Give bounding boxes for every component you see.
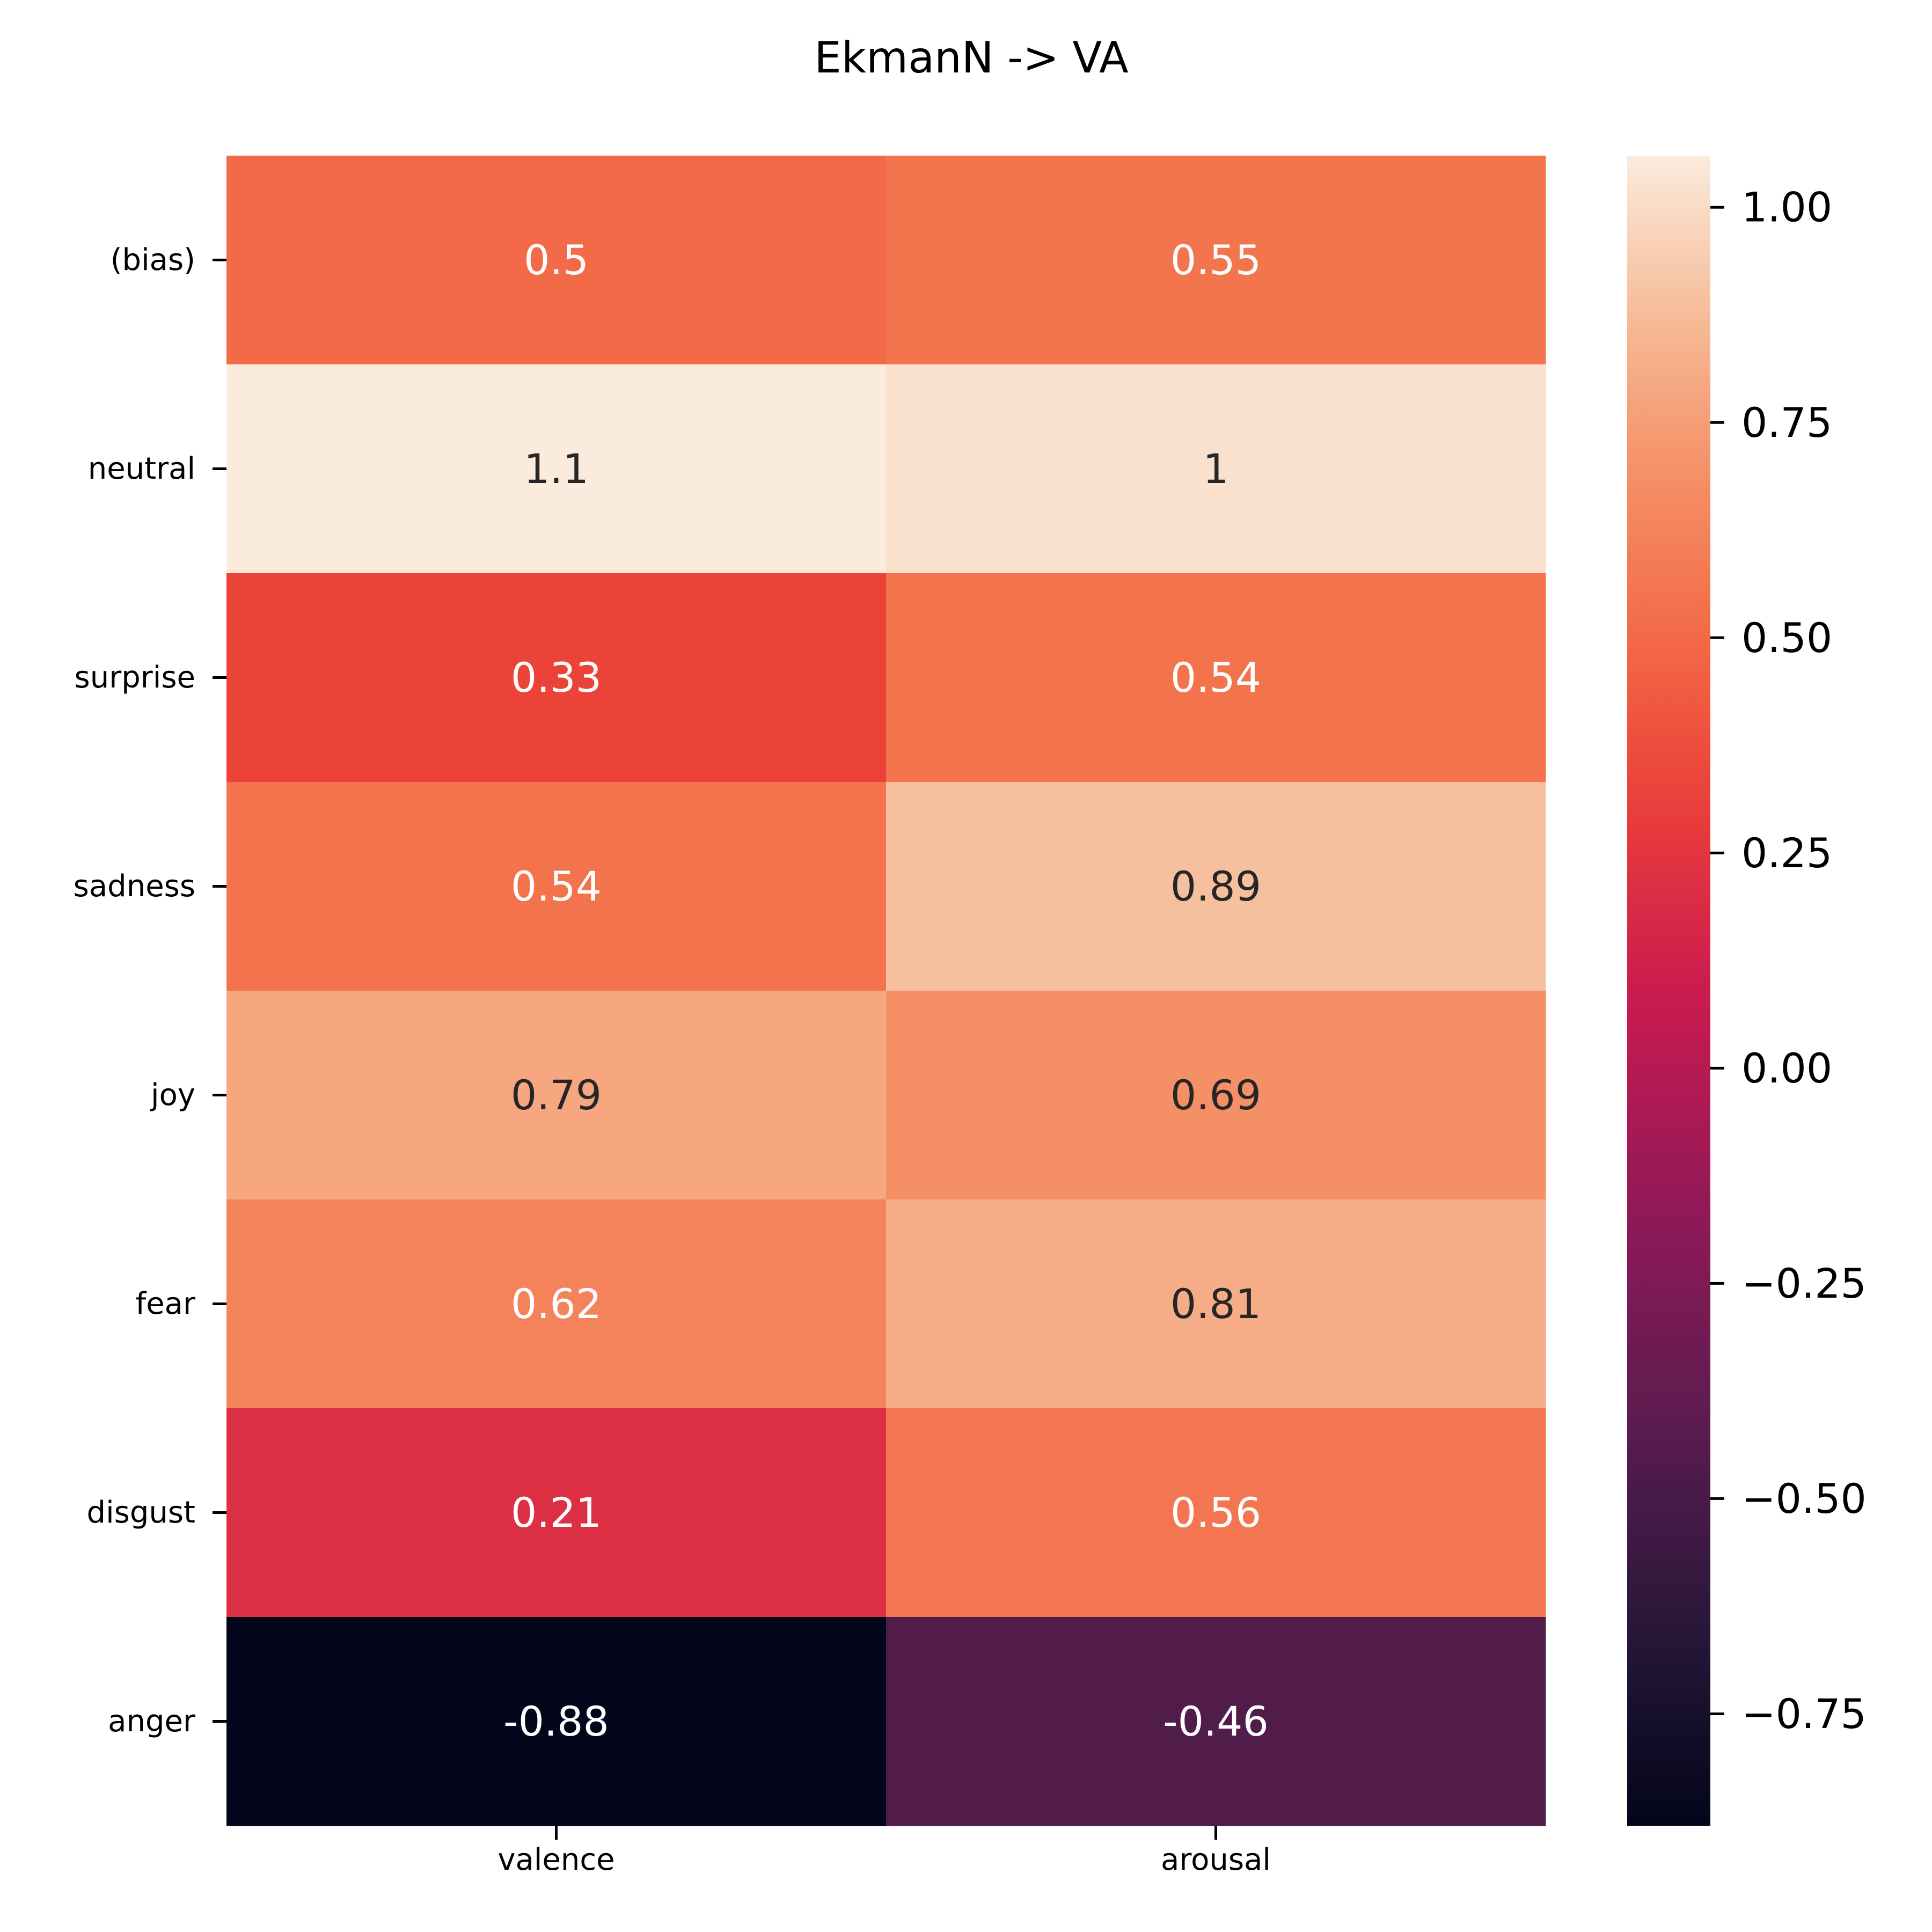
colorbar: 1.00 0.75 0.50 0.25 0.00 −0.25 −0.50 −0.75 — [1627, 156, 1867, 1826]
heatmap-cell — [886, 364, 1546, 574]
row-label: surprise — [75, 660, 195, 695]
colorbar-tick-label: 0.25 — [1741, 829, 1832, 877]
colorbar-tick-label: −0.75 — [1741, 1690, 1867, 1738]
cell-value-label: 0.33 — [511, 654, 602, 701]
cell-value-label: 0.56 — [1170, 1489, 1261, 1536]
heatmap-cell — [886, 573, 1546, 782]
column-label: arousal — [1161, 1842, 1271, 1877]
row-label: anger — [108, 1704, 196, 1739]
cell-value-label: 0.62 — [511, 1280, 602, 1328]
heatmap-cell — [226, 156, 887, 365]
cell-value-label: 0.69 — [1170, 1071, 1261, 1119]
cell-value-label: -0.46 — [1163, 1697, 1269, 1745]
heatmap-cell — [886, 1617, 1546, 1826]
colorbar-tick-label: 0.00 — [1741, 1044, 1832, 1092]
row-label: sadness — [74, 869, 195, 904]
heatmap-cell — [226, 573, 887, 782]
colorbar-tick-label: −0.25 — [1741, 1260, 1867, 1307]
heatmap-cell — [226, 364, 887, 574]
chart-title: EkmanN -> VA — [814, 33, 1129, 83]
heatmap-cell — [886, 1199, 1546, 1409]
heatmap-cell — [226, 1199, 887, 1409]
heatmap-cell — [886, 991, 1546, 1200]
cell-value-label: 0.54 — [511, 862, 602, 910]
heatmap-cell — [226, 1617, 887, 1826]
colorbar-tick-label: 1.00 — [1741, 184, 1832, 231]
cell-value-label: 0.5 — [524, 236, 589, 284]
row-labels: (bias) neutral surprise sadness joy fear disgu… — [74, 243, 226, 1739]
heatmap-cell — [226, 782, 887, 991]
heatmap-cell — [886, 156, 1546, 365]
heatmap-cell — [226, 991, 887, 1200]
column-label: valence — [497, 1842, 614, 1877]
cell-value-label: 0.81 — [1170, 1280, 1261, 1328]
cell-value-label: 1 — [1203, 445, 1228, 493]
heatmap-cell — [226, 1408, 887, 1618]
column-labels: valence arousal — [497, 1826, 1271, 1877]
cell-value-label: 0.54 — [1170, 654, 1261, 701]
heatmap-cell — [886, 782, 1546, 991]
cell-value-label: 1.1 — [524, 445, 589, 493]
colorbar-tick-label: −0.50 — [1741, 1475, 1867, 1523]
cell-value-label: 0.79 — [511, 1071, 602, 1119]
cell-value-label: 0.21 — [511, 1489, 602, 1536]
row-label: (bias) — [111, 243, 195, 277]
cell-value-label: 0.55 — [1170, 236, 1261, 284]
row-label: neutral — [88, 451, 195, 486]
colorbar-tick-label: 0.50 — [1741, 614, 1832, 662]
heatmap-cells: 0.5 0.55 1.1 1 0.33 0.54 0.54 0.89 0.79 0.69 0.62 0… — [226, 156, 1546, 1826]
colorbar-tick-label: 0.75 — [1741, 399, 1832, 447]
cell-value-label: -0.88 — [503, 1697, 609, 1745]
row-label: disgust — [87, 1495, 195, 1530]
row-label: fear — [135, 1286, 195, 1321]
row-label: joy — [150, 1078, 195, 1113]
cell-value-label: 0.89 — [1170, 862, 1261, 910]
colorbar-gradient — [1627, 156, 1710, 1826]
heatmap-cell — [886, 1408, 1546, 1618]
